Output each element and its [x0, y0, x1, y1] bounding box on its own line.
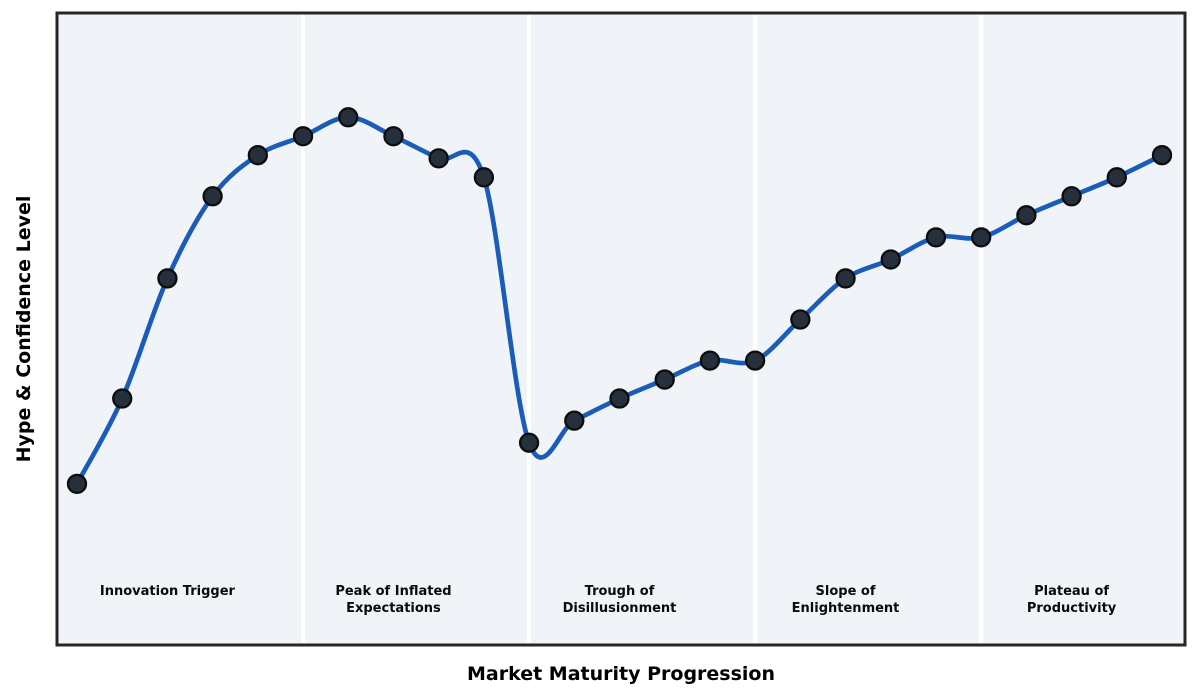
plot-border	[55, 11, 1187, 647]
curve-point	[699, 350, 721, 371]
curve-point	[247, 145, 268, 166]
phase-dividers	[301, 15, 984, 643]
curve-point	[880, 249, 901, 270]
curve-point	[292, 126, 314, 147]
curve-data-points	[66, 107, 1173, 494]
phase-label: Plateau of Productivity	[1027, 584, 1117, 616]
curve-point	[925, 227, 947, 248]
curve-point	[157, 268, 178, 289]
phase-label: Slope of Enlightenment	[792, 584, 900, 616]
curve-point	[202, 186, 223, 207]
curve-point	[112, 388, 133, 409]
phase-label: Peak of Inflated Expectations	[335, 584, 451, 616]
curve-point	[971, 227, 992, 248]
curve-point	[428, 148, 449, 169]
phase-label: Innovation Trigger	[100, 584, 236, 599]
curve-point	[473, 167, 495, 188]
curve-point	[744, 350, 766, 371]
curve-point	[564, 410, 585, 431]
curve-point	[609, 388, 630, 409]
curve-point	[66, 473, 88, 494]
curve-point	[1151, 145, 1173, 166]
curve-point	[1061, 186, 1082, 207]
curve-point	[835, 268, 856, 289]
curve-point	[338, 107, 359, 128]
curve-point	[383, 126, 404, 147]
curve-point	[654, 369, 675, 390]
x-axis-title: Market Maturity Progression	[467, 663, 775, 685]
curve-point	[1106, 167, 1127, 188]
y-axis-title: Hype & Confidence Level	[13, 196, 35, 463]
curve-point	[790, 309, 811, 330]
phase-labels: Innovation Trigger Peak of Inflated Expect…	[100, 584, 1117, 616]
plot-area-background	[57, 13, 1185, 645]
phase-label: Trough of Disillusionment	[563, 584, 677, 616]
curve-point	[518, 432, 540, 453]
curve-point	[1016, 205, 1037, 226]
